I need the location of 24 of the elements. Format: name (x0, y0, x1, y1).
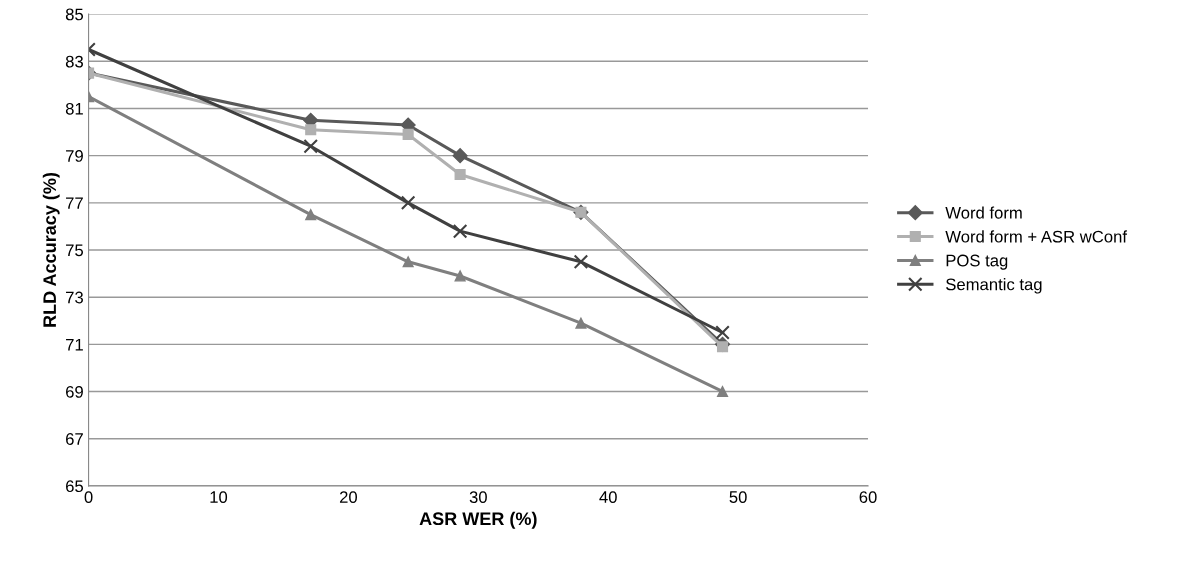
y-tick-label: 67 (66, 433, 83, 445)
legend-label: Word form + ASR wConf (945, 230, 1128, 243)
y-tick-label: 81 (65, 102, 83, 115)
x-tick-label: 40 (599, 491, 617, 503)
legend-label: POS tag (946, 254, 1008, 270)
y-tick-label: 73 (66, 291, 83, 304)
y-tick-label: 79 (66, 150, 83, 162)
x-tick-label: 10 (210, 491, 228, 503)
x-tick-label: 20 (339, 491, 358, 503)
y-tick-label: 77 (66, 197, 83, 209)
y-tick-label: 71 (66, 338, 83, 351)
x-tick-label: 60 (859, 491, 877, 503)
y-axis-title: RLD Accuracy (%) (42, 172, 60, 327)
x-axis-title: ASR WER (%) (419, 511, 537, 529)
y-tick-label: 83 (65, 55, 83, 68)
y-tick-label: 69 (66, 385, 83, 398)
y-tick-label: 65 (66, 480, 84, 493)
x-tick-label: 30 (469, 491, 487, 503)
y-tick-label: 85 (65, 8, 84, 21)
legend-label: Semantic tag (946, 278, 1042, 294)
legend-label: Word form (945, 206, 1022, 219)
y-tick-label: 75 (66, 244, 84, 257)
x-tick-label: 50 (729, 491, 747, 503)
x-tick-label: 0 (84, 491, 93, 503)
